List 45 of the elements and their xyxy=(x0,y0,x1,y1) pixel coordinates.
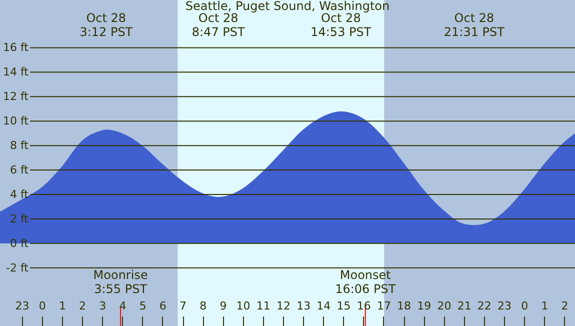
x-tick-label: 1 xyxy=(541,300,548,312)
x-tick-label: 21 xyxy=(457,300,472,312)
annotation: Oct 28 8:47 PST xyxy=(192,11,246,39)
x-tick-label: 5 xyxy=(139,300,146,312)
x-tick-label: 1 xyxy=(58,300,66,312)
y-tick-label: 2 ft xyxy=(10,212,30,226)
y-tick-label: -2 ft xyxy=(6,261,30,274)
x-tick-label: 22 xyxy=(477,300,492,312)
y-tick-label: 16 ft xyxy=(3,41,30,54)
ref-line-label: Moonset 16:06 PST xyxy=(335,268,396,296)
x-tick-label: 3 xyxy=(99,300,106,312)
y-tick-label: 4 ft xyxy=(10,188,30,201)
x-tick-label: 10 xyxy=(236,300,250,312)
x-tick-label: 12 xyxy=(276,300,290,312)
x-tick-label: 15 xyxy=(336,300,351,312)
y-tick-label: 14 ft xyxy=(3,66,30,79)
annotation: Oct 28 3:12 PST xyxy=(80,11,134,39)
x-tick-label: 2 xyxy=(79,300,86,312)
x-tick-label: 7 xyxy=(180,300,187,312)
y-tick-label: 8 ft xyxy=(10,139,30,152)
x-tick-label: 8 xyxy=(200,300,207,312)
x-tick-label: 19 xyxy=(417,300,432,312)
x-tick-label: 20 xyxy=(437,300,452,312)
x-tick-label: 16 xyxy=(356,300,371,312)
x-tick-label: 18 xyxy=(397,300,412,312)
x-tick-label: 6 xyxy=(159,300,166,312)
y-tick-label: 12 ft xyxy=(3,90,30,104)
chart-title: Seattle, Puget Sound, Washington xyxy=(185,0,390,13)
y-tick-label: 10 ft xyxy=(3,114,30,128)
ref-line-label: Moonrise 3:55 PST xyxy=(93,268,148,296)
annotation: Oct 28 14:53 PST xyxy=(310,11,372,39)
y-tick-label: 6 ft xyxy=(10,164,30,177)
x-tick-label: 4 xyxy=(119,300,126,312)
annotation: Oct 28 21:31 PST xyxy=(444,11,506,39)
x-tick-label: 2 xyxy=(561,300,568,312)
x-tick-label: 17 xyxy=(376,300,391,312)
x-tick-label: 0 xyxy=(521,300,528,312)
x-tick-label: 14 xyxy=(316,300,331,312)
x-tick-label: 23 xyxy=(498,300,512,312)
x-tick-label: 9 xyxy=(220,300,227,312)
y-tick-label: 0 ft xyxy=(10,236,30,250)
x-tick-label: 23 xyxy=(15,300,30,312)
x-tick-label: 11 xyxy=(256,300,270,312)
x-tick-label: 13 xyxy=(296,300,311,312)
x-tick-label: 0 xyxy=(38,300,46,312)
